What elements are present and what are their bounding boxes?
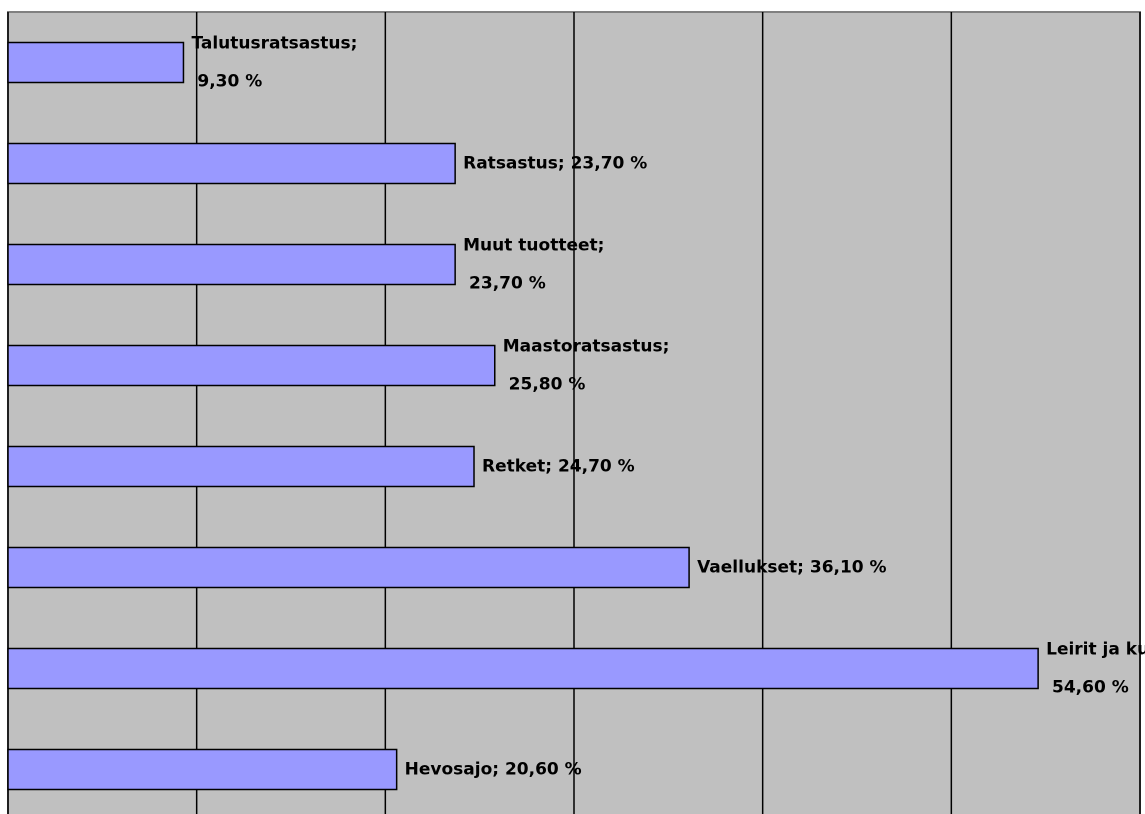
data-label: Retket; 24,70 % (482, 457, 635, 477)
data-label: Talutusratsastus; 9,30 % (191, 34, 357, 92)
bar (7, 748, 398, 791)
bar (7, 546, 690, 589)
label-line: Maastoratsastus; (503, 337, 670, 357)
data-label: Muut tuotteet; 23,70 % (463, 236, 604, 294)
label-line: 54,60 % (1046, 678, 1129, 698)
data-label: Vaellukset; 36,10 % (697, 558, 887, 578)
data-label: Ratsastus; 23,70 % (463, 154, 647, 174)
label-line: Talutusratsastus; (191, 34, 357, 54)
label-line: 9,30 % (191, 72, 262, 92)
label-line: Muut tuotteet; (463, 236, 604, 256)
data-label: Hevosajo; 20,60 % (405, 760, 582, 780)
label-line: 25,80 % (503, 375, 586, 395)
bar (7, 344, 496, 387)
bar (7, 243, 456, 286)
bar (7, 41, 185, 84)
bar (7, 647, 1039, 690)
data-label: Leirit ja kurssit; 54,60 % (1046, 640, 1145, 698)
label-line: Leirit ja kurssit; (1046, 640, 1145, 660)
bar (7, 445, 475, 488)
data-label: Maastoratsastus; 25,80 % (503, 337, 670, 395)
label-line: 23,70 % (463, 274, 546, 294)
bar (7, 142, 456, 185)
